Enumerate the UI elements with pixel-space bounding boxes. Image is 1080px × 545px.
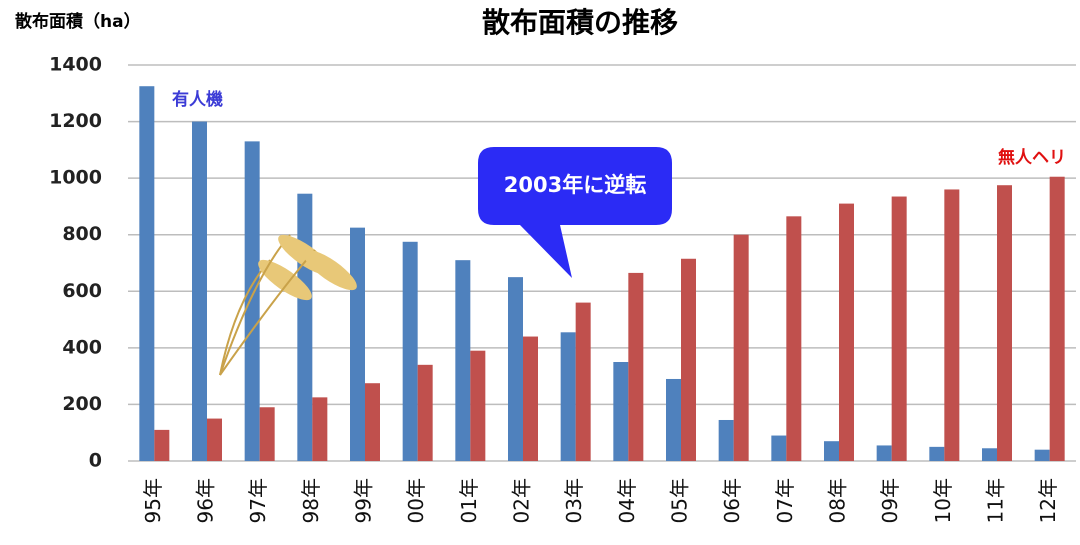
bar [575,302,591,461]
x-tick-label: 11年 [984,478,1008,523]
x-tick-label: 96年 [194,478,218,523]
bar [628,272,644,461]
x-tick-label: 02年 [510,478,534,523]
bar [350,227,365,461]
x-tick-label: 09年 [878,478,902,523]
callout: 2003年に逆転 [478,147,672,278]
bar [139,86,155,461]
x-tick-label: 05年 [668,478,692,523]
bar [402,241,418,461]
x-tick-label: 03年 [562,478,586,523]
bar [824,441,839,461]
x-tick-label: 06年 [720,478,744,523]
x-tick-label: 04年 [615,478,639,523]
x-tick-label: 10年 [931,478,955,523]
y-tick-label: 1200 [49,110,102,132]
callout-text: 2003年に逆転 [504,173,646,197]
y-tick-label: 0 [89,450,102,472]
y-tick-label: 1000 [49,167,102,189]
y-tick-label: 800 [62,223,102,245]
bar [786,216,802,461]
bar [365,383,380,461]
bar [876,445,892,461]
bar [1049,176,1065,461]
bar [666,378,681,461]
bar [929,446,945,461]
x-tick-label: 98年 [299,478,323,523]
x-tick-label: 95年 [141,478,165,523]
x-tick-label: 08年 [826,478,850,523]
series-label: 有人機 [172,89,223,110]
x-tick-label: 01年 [457,478,481,523]
rice-ear [258,259,312,301]
chart-title: 散布面積の推移 [482,6,678,39]
y-tick-label: 400 [62,336,102,358]
y-axis-label: 散布面積（ha） [15,11,141,32]
y-tick-label: 200 [62,393,102,415]
bar [192,121,207,462]
bar [312,397,328,461]
bar [244,141,260,461]
bar [297,193,313,461]
rice-ear [303,249,357,291]
bar [681,258,696,461]
bar [523,336,538,461]
bar [839,203,854,461]
bar [982,448,997,461]
bar [1034,449,1050,461]
bar [997,185,1012,461]
bar [613,362,629,461]
rice-decoration [219,234,357,376]
bar [508,277,523,461]
x-tick-label: 07年 [773,478,797,523]
bar [771,435,787,461]
plot: 0 200 400 600 800 1000 1200 1400 95年 96年 97年 98年 99年… [49,54,1076,523]
series-label: 無人ヘリ [998,147,1066,168]
x-tick-label: 99年 [352,478,376,523]
bar [455,260,471,461]
bar [560,332,576,461]
bar [417,364,433,461]
callout-bubble [478,147,672,278]
x-tick-label: 97年 [246,478,270,523]
bar [470,350,486,461]
x-tick-label: 12年 [1036,478,1060,523]
bar [718,419,734,461]
bar [891,196,907,461]
x-tick-label: 00年 [404,478,428,523]
bar [154,429,170,461]
bar [944,189,960,461]
y-tick-label: 600 [62,280,102,302]
bar [733,234,749,461]
y-tick-label: 1400 [49,54,102,76]
bar [207,418,222,461]
bar [259,407,275,461]
